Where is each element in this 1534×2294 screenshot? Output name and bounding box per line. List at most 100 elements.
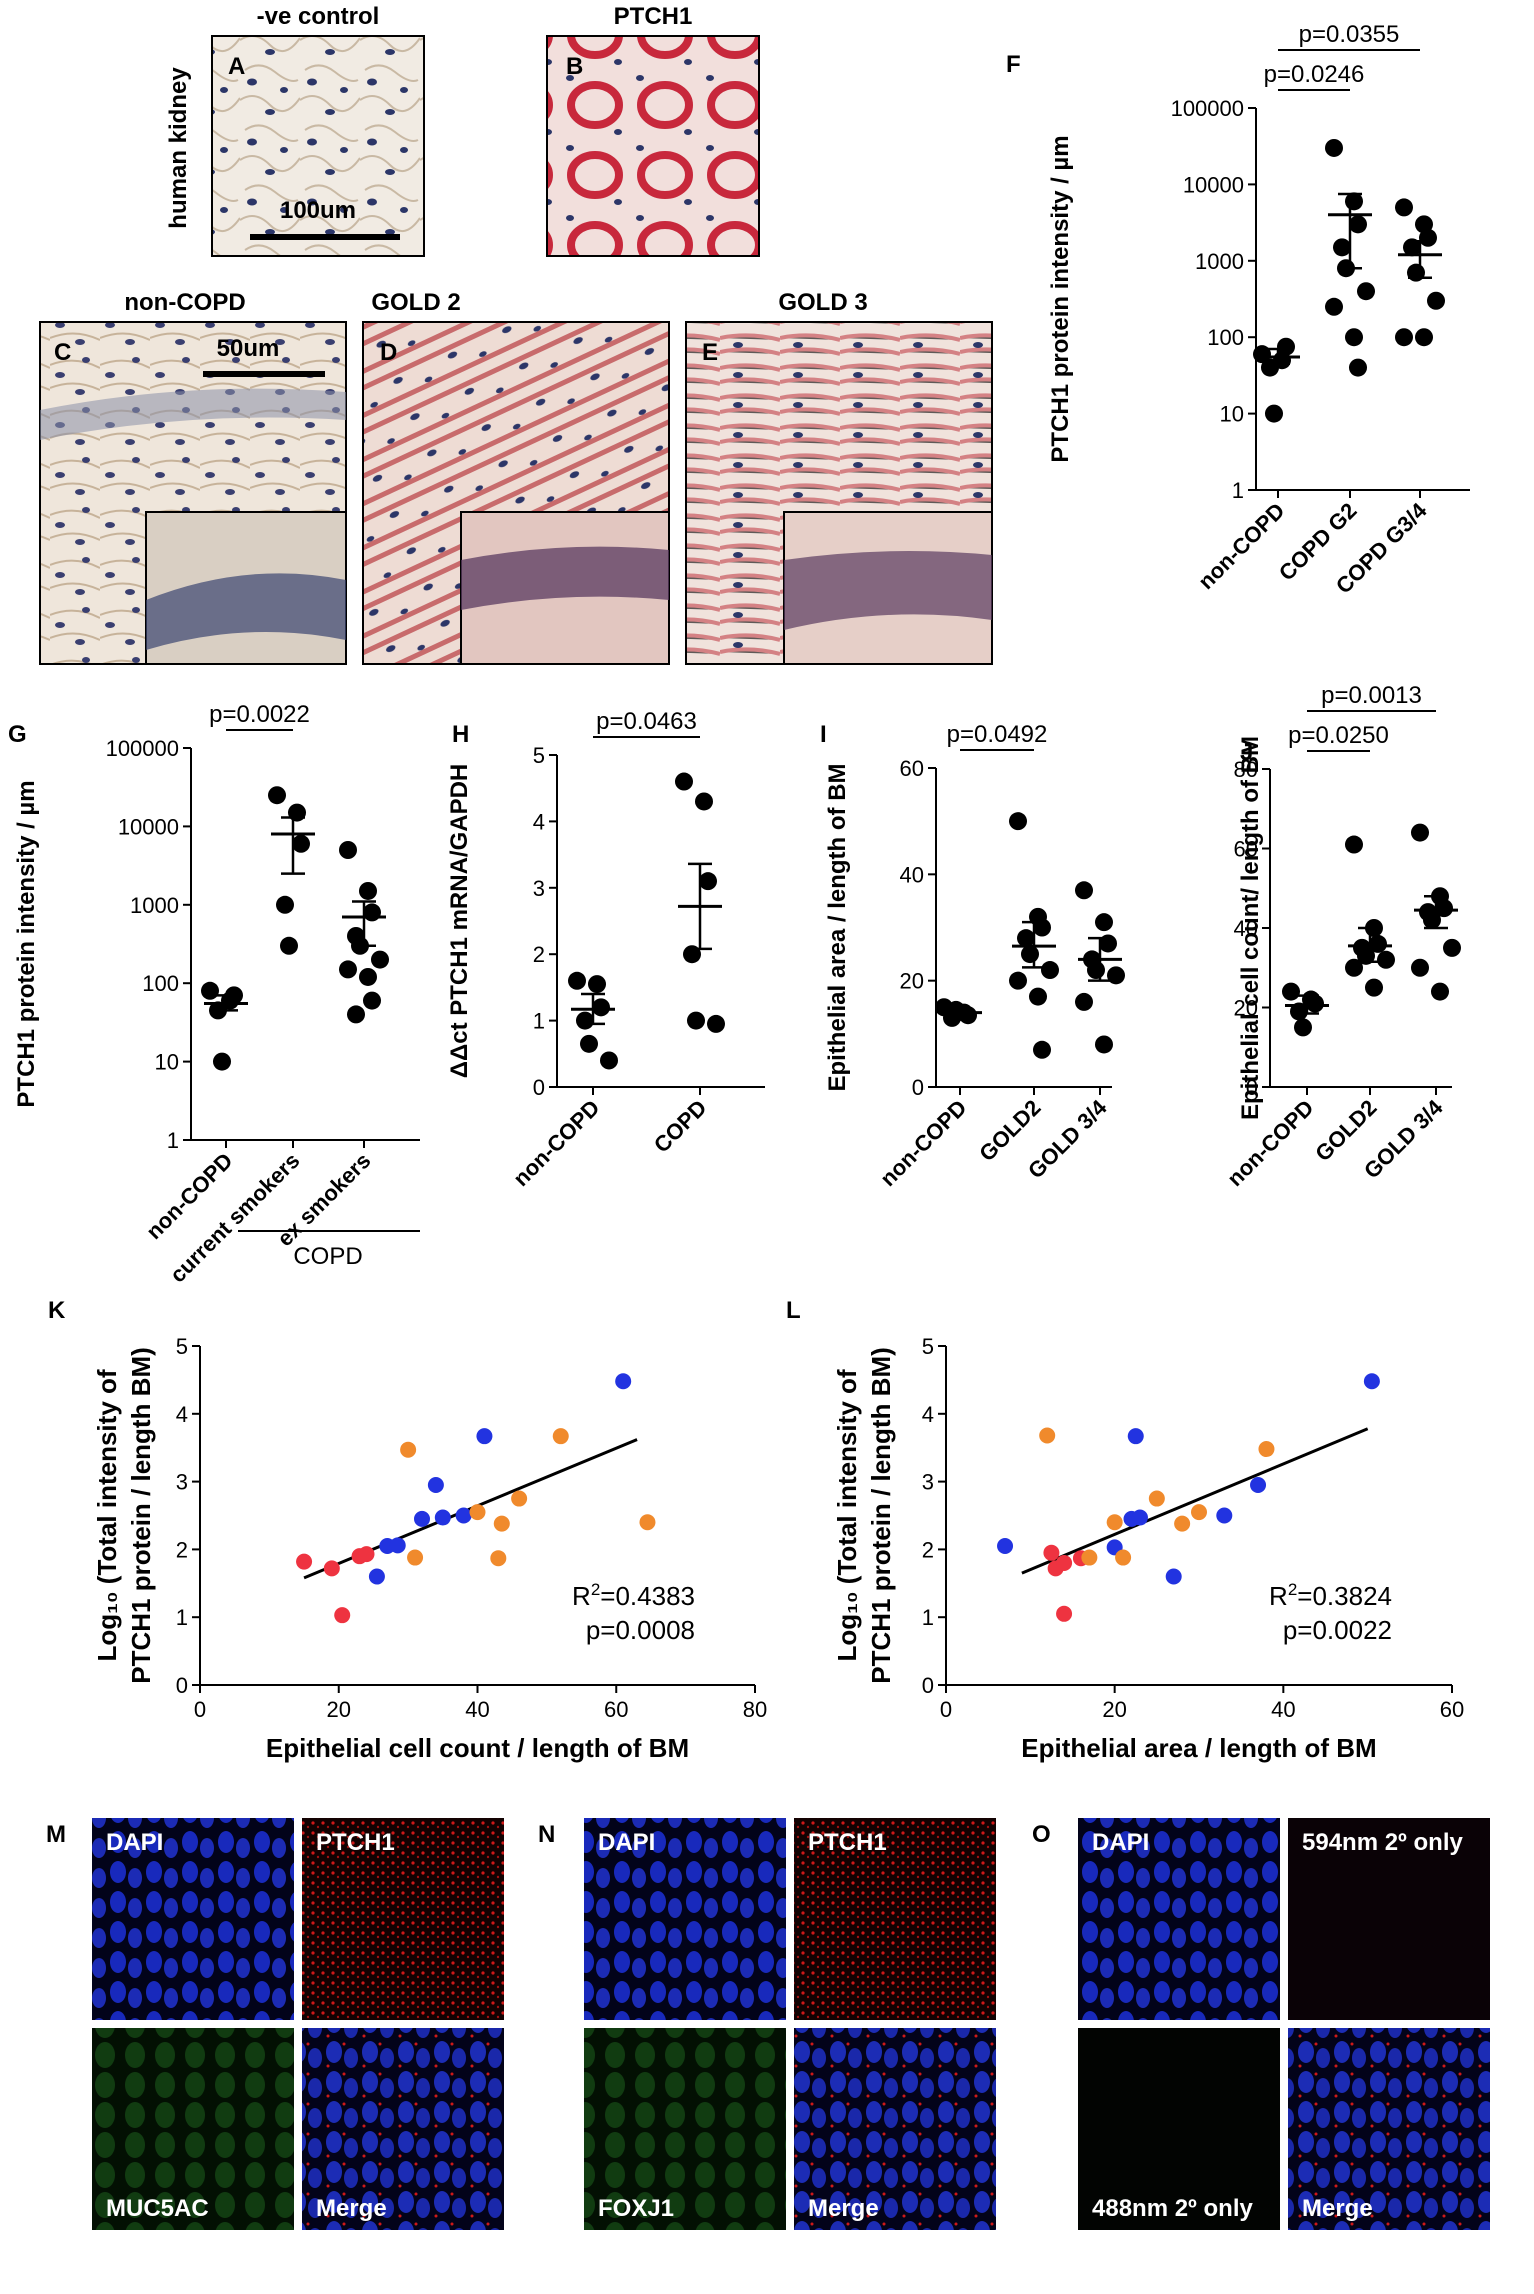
data-point-orange bbox=[1258, 1441, 1275, 1458]
y-tick-label: 1 bbox=[176, 1605, 188, 1630]
data-point-blue bbox=[427, 1476, 444, 1493]
y-tick-label: 4 bbox=[176, 1402, 188, 1427]
data-point-red bbox=[1043, 1544, 1060, 1561]
fluorescence-image-bl bbox=[92, 2028, 294, 2230]
x-tick-label: 0 bbox=[194, 1697, 206, 1722]
data-point bbox=[1261, 358, 1279, 377]
y-tick-label: 1 bbox=[533, 1009, 545, 1034]
fluorescence-image-br bbox=[302, 2028, 504, 2230]
data-point bbox=[359, 881, 377, 900]
r-squared-superscript: 2 bbox=[591, 1580, 600, 1599]
data-point bbox=[1357, 282, 1375, 301]
fluorescence-image-bl bbox=[584, 2028, 786, 2230]
data-point bbox=[568, 971, 586, 990]
panel-b-title: PTCH1 bbox=[614, 3, 693, 30]
data-point-orange bbox=[1191, 1504, 1207, 1521]
fluorescence-image-bl bbox=[1078, 2028, 1280, 2230]
data-point bbox=[687, 1011, 705, 1030]
data-point bbox=[588, 975, 606, 994]
p-value-label: p=0.0246 bbox=[1264, 61, 1365, 88]
data-point-orange bbox=[1081, 1549, 1098, 1566]
x-tick-label: 60 bbox=[604, 1697, 628, 1722]
panel-letter: F bbox=[1006, 51, 1021, 78]
data-point-blue bbox=[368, 1568, 385, 1585]
panel-letter: B bbox=[566, 53, 583, 80]
fluorescence-image-tl bbox=[584, 1818, 786, 2020]
channel-label-bl: 488nm 2º only bbox=[1092, 2195, 1253, 2222]
data-point bbox=[1033, 1040, 1051, 1059]
y-axis-label: PTCH1 protein intensity / µm bbox=[1047, 135, 1074, 462]
data-point bbox=[1345, 328, 1363, 347]
scale-bar-label: 100um bbox=[280, 197, 356, 224]
data-point-blue bbox=[1131, 1509, 1148, 1526]
x-tick-label: non-COPD bbox=[1193, 498, 1289, 594]
panel-letter: K bbox=[48, 1297, 66, 1324]
data-point bbox=[1365, 978, 1383, 997]
panel-B: PTCH1 B bbox=[546, 3, 760, 257]
data-point-blue bbox=[615, 1373, 632, 1390]
x-tick-label: 40 bbox=[465, 1697, 489, 1722]
data-point-blue bbox=[1216, 1507, 1233, 1524]
panel-C: non-COPD C 50um bbox=[39, 289, 347, 665]
panel-letter: M bbox=[46, 1821, 66, 1848]
data-point-orange bbox=[1148, 1490, 1165, 1507]
data-point bbox=[1009, 812, 1027, 831]
panel-I: I 0 20 40 60 Epithelial area / length of BM no… bbox=[820, 721, 1125, 1191]
y-tick-label: 1000 bbox=[1195, 249, 1244, 274]
data-point-orange bbox=[490, 1550, 507, 1567]
x-tick-label: 40 bbox=[1271, 1697, 1295, 1722]
fluorescence-image-tl bbox=[1078, 1818, 1280, 2020]
data-point-orange bbox=[493, 1515, 510, 1532]
y-tick-label: 1000 bbox=[130, 893, 179, 918]
data-point bbox=[1411, 823, 1429, 842]
p-value-label: p=0.0250 bbox=[1288, 722, 1389, 749]
data-point bbox=[675, 772, 693, 791]
x-tick-label: 0 bbox=[940, 1697, 952, 1722]
panel-F: F 1 10 100 1000 10000 100000 PTCH1 protein inte… bbox=[1006, 21, 1470, 599]
data-point bbox=[1017, 929, 1035, 948]
panel-G: G 1 10 100 1000 10000 100000 PTCH1 protein inte… bbox=[8, 701, 420, 1287]
panel-letter: J bbox=[1240, 739, 1253, 766]
channel-label-tr: PTCH1 bbox=[316, 1829, 395, 1856]
data-point bbox=[1325, 297, 1343, 316]
data-point bbox=[280, 936, 298, 955]
y-tick-label: 3 bbox=[176, 1470, 188, 1495]
r-squared-value: =0.4383 bbox=[600, 1581, 695, 1611]
panel-letter: A bbox=[228, 53, 245, 80]
y-tick-label: 4 bbox=[533, 809, 545, 834]
regression-line bbox=[1021, 1427, 1369, 1575]
channel-label-tl: DAPI bbox=[106, 1829, 163, 1856]
panel-N: N DAPI PTCH1 FOXJ1 Merge bbox=[538, 1818, 996, 2230]
data-point bbox=[1443, 938, 1461, 957]
p-value-label: p=0.0492 bbox=[947, 721, 1048, 748]
data-point bbox=[1075, 881, 1093, 900]
data-point-blue bbox=[1250, 1476, 1267, 1493]
data-point bbox=[1282, 982, 1300, 1001]
y-tick-label: 10 bbox=[1220, 402, 1244, 427]
channel-label-bl: MUC5AC bbox=[106, 2195, 209, 2222]
panel-M: M DAPI PTCH1 MUC5AC Merge bbox=[46, 1818, 504, 2230]
panel-O: O DAPI 594nm 2º only 488nm 2º only Merge bbox=[1032, 1818, 1490, 2230]
y-tick-label: 2 bbox=[922, 1537, 934, 1562]
data-point bbox=[1423, 911, 1441, 930]
data-point-red bbox=[323, 1560, 340, 1577]
y-tick-label: 4 bbox=[922, 1402, 934, 1427]
y-tick-label: 5 bbox=[533, 743, 545, 768]
micrograph-a bbox=[211, 35, 425, 257]
y-axis-label: Epithelial cell count/ length of BM bbox=[1237, 736, 1264, 1120]
y-axis-label-line2: PTCH1 protein / length BM) bbox=[866, 1347, 896, 1684]
r-squared-value: =0.3824 bbox=[1297, 1581, 1392, 1611]
data-point bbox=[707, 1014, 725, 1033]
data-point bbox=[1419, 228, 1437, 247]
data-point bbox=[1415, 328, 1433, 347]
y-axis-label-line2: PTCH1 protein / length BM) bbox=[126, 1347, 156, 1684]
data-point bbox=[363, 991, 381, 1010]
data-point-orange bbox=[1174, 1515, 1191, 1532]
y-tick-label: 3 bbox=[922, 1470, 934, 1495]
y-tick-label: 100000 bbox=[1171, 96, 1244, 121]
x-tick-label: 20 bbox=[1102, 1697, 1126, 1722]
x-tick-label: 20 bbox=[327, 1697, 351, 1722]
data-point-blue bbox=[1363, 1373, 1380, 1390]
y-axis-label: Epithelial area / length of BM bbox=[824, 763, 851, 1091]
data-point bbox=[699, 872, 717, 891]
